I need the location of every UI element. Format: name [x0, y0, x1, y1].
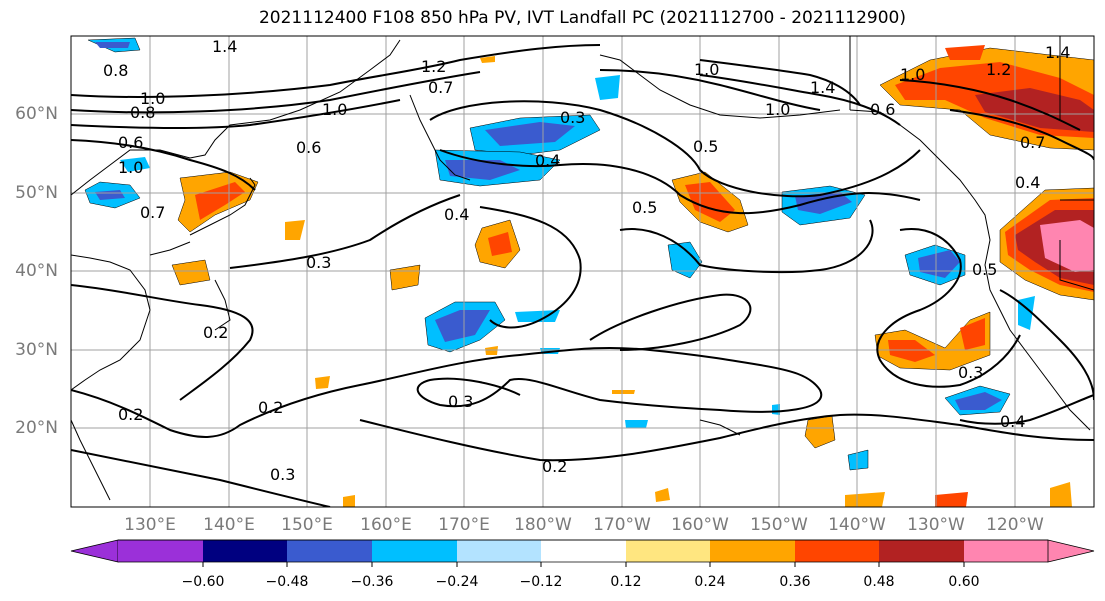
contour-labels: 0.8 1.4 1.0 0.6 1.0 0.8 0.7 1.0 0.6 1.2 …	[103, 37, 1070, 484]
contour-label: 0.3	[958, 363, 983, 382]
contour-label: 0.6	[296, 138, 321, 157]
lat-label: 60°N	[15, 104, 58, 124]
lon-label: 160°W	[671, 515, 729, 535]
colorbar-high-arrow	[1047, 539, 1095, 563]
contour-label: 1.0	[900, 65, 925, 84]
lon-label: 140°W	[828, 515, 886, 535]
lat-label: 20°N	[15, 418, 58, 438]
contour-label: 1.4	[1045, 43, 1070, 62]
lon-label: 150°E	[281, 515, 333, 535]
lon-label: 120°W	[986, 515, 1044, 535]
colorbar-low-arrow	[70, 539, 119, 563]
map-title: 2021112400 F108 850 hPa PV, IVT Landfall…	[258, 8, 906, 28]
contour-label: 0.3	[306, 253, 331, 272]
lon-label: 150°W	[750, 515, 808, 535]
contour-label: 0.4	[444, 205, 469, 224]
colorbar-cell	[541, 540, 626, 562]
lon-label: 130°E	[124, 515, 176, 535]
lon-label: 140°E	[203, 515, 255, 535]
contour-label: 0.4	[1015, 173, 1040, 192]
colorbar-cell	[795, 540, 879, 562]
lon-label: 170°W	[593, 515, 651, 535]
pv-anomaly-fill	[84, 37, 1094, 507]
colorbar-tick-label: −0.24	[435, 574, 479, 590]
contour-label: 0.3	[560, 108, 585, 127]
lat-label: 30°N	[15, 340, 58, 360]
contour-label: 0.2	[258, 398, 283, 417]
contour-label: 0.3	[270, 465, 295, 484]
contour-label: 0.6	[118, 133, 143, 152]
colorbar-tick-label: 0.48	[863, 574, 895, 590]
contour-label: 0.5	[972, 260, 997, 279]
colorbar-cell	[118, 540, 203, 562]
colorbar-cell	[203, 540, 287, 562]
coastlines	[71, 36, 1094, 501]
colorbar-tick-label: 0.60	[948, 574, 980, 590]
contour-label: 0.2	[542, 457, 567, 476]
contour-label: 0.7	[1020, 133, 1045, 152]
lon-label: 170°E	[438, 515, 490, 535]
contour-label: 1.0	[765, 100, 790, 119]
colorbar-cell	[372, 540, 457, 562]
colorbar-tick-label: −0.36	[350, 574, 394, 590]
contour-label: 0.6	[870, 100, 895, 119]
lat-label: 40°N	[15, 261, 58, 281]
contour-label: 1.2	[986, 60, 1011, 79]
colorbar-cell	[457, 540, 541, 562]
contour-label: 0.3	[448, 392, 473, 411]
colorbar-cell	[964, 540, 1048, 562]
lon-label: 130°W	[907, 515, 965, 535]
contour-label: 0.5	[693, 137, 718, 156]
contour-label: 0.7	[140, 203, 165, 222]
contour-label: 1.0	[140, 89, 165, 108]
contour-label: 0.5	[632, 198, 657, 217]
contour-label: 1.0	[118, 158, 143, 177]
contour-label: 0.4	[535, 151, 560, 170]
contour-label: 1.0	[694, 60, 719, 79]
contour-label: 0.2	[203, 323, 228, 342]
colorbar-tick-label: 0.24	[694, 574, 726, 590]
colorbar	[70, 539, 1095, 567]
lon-label: 160°E	[360, 515, 412, 535]
colorbar-tick-label: −0.12	[519, 574, 563, 590]
colorbar-cell	[287, 540, 372, 562]
colorbar-tick-label: −0.48	[265, 574, 309, 590]
contour-label: 1.2	[421, 57, 446, 76]
colorbar-tick-label: 0.36	[779, 574, 811, 590]
contour-label: 0.2	[118, 405, 143, 424]
colorbar-tick-label: −0.60	[181, 574, 225, 590]
contour-label: 1.4	[810, 78, 835, 97]
colorbar-cell	[710, 540, 795, 562]
colorbar-cell	[879, 540, 964, 562]
contour-label: 0.8	[130, 103, 155, 122]
contour-label: 1.4	[212, 37, 237, 56]
contour-label: 0.8	[103, 61, 128, 80]
lon-label: 180°W	[514, 515, 572, 535]
map-frame	[70, 35, 1095, 508]
colorbar-tick-label: 0.12	[610, 574, 642, 590]
contour-label: 0.7	[428, 78, 453, 97]
contour-label: 1.0	[322, 100, 347, 119]
contour-label: 0.4	[1000, 412, 1025, 431]
lat-label: 50°N	[15, 183, 58, 203]
colorbar-cell	[626, 540, 710, 562]
pv-contours	[71, 44, 1094, 507]
